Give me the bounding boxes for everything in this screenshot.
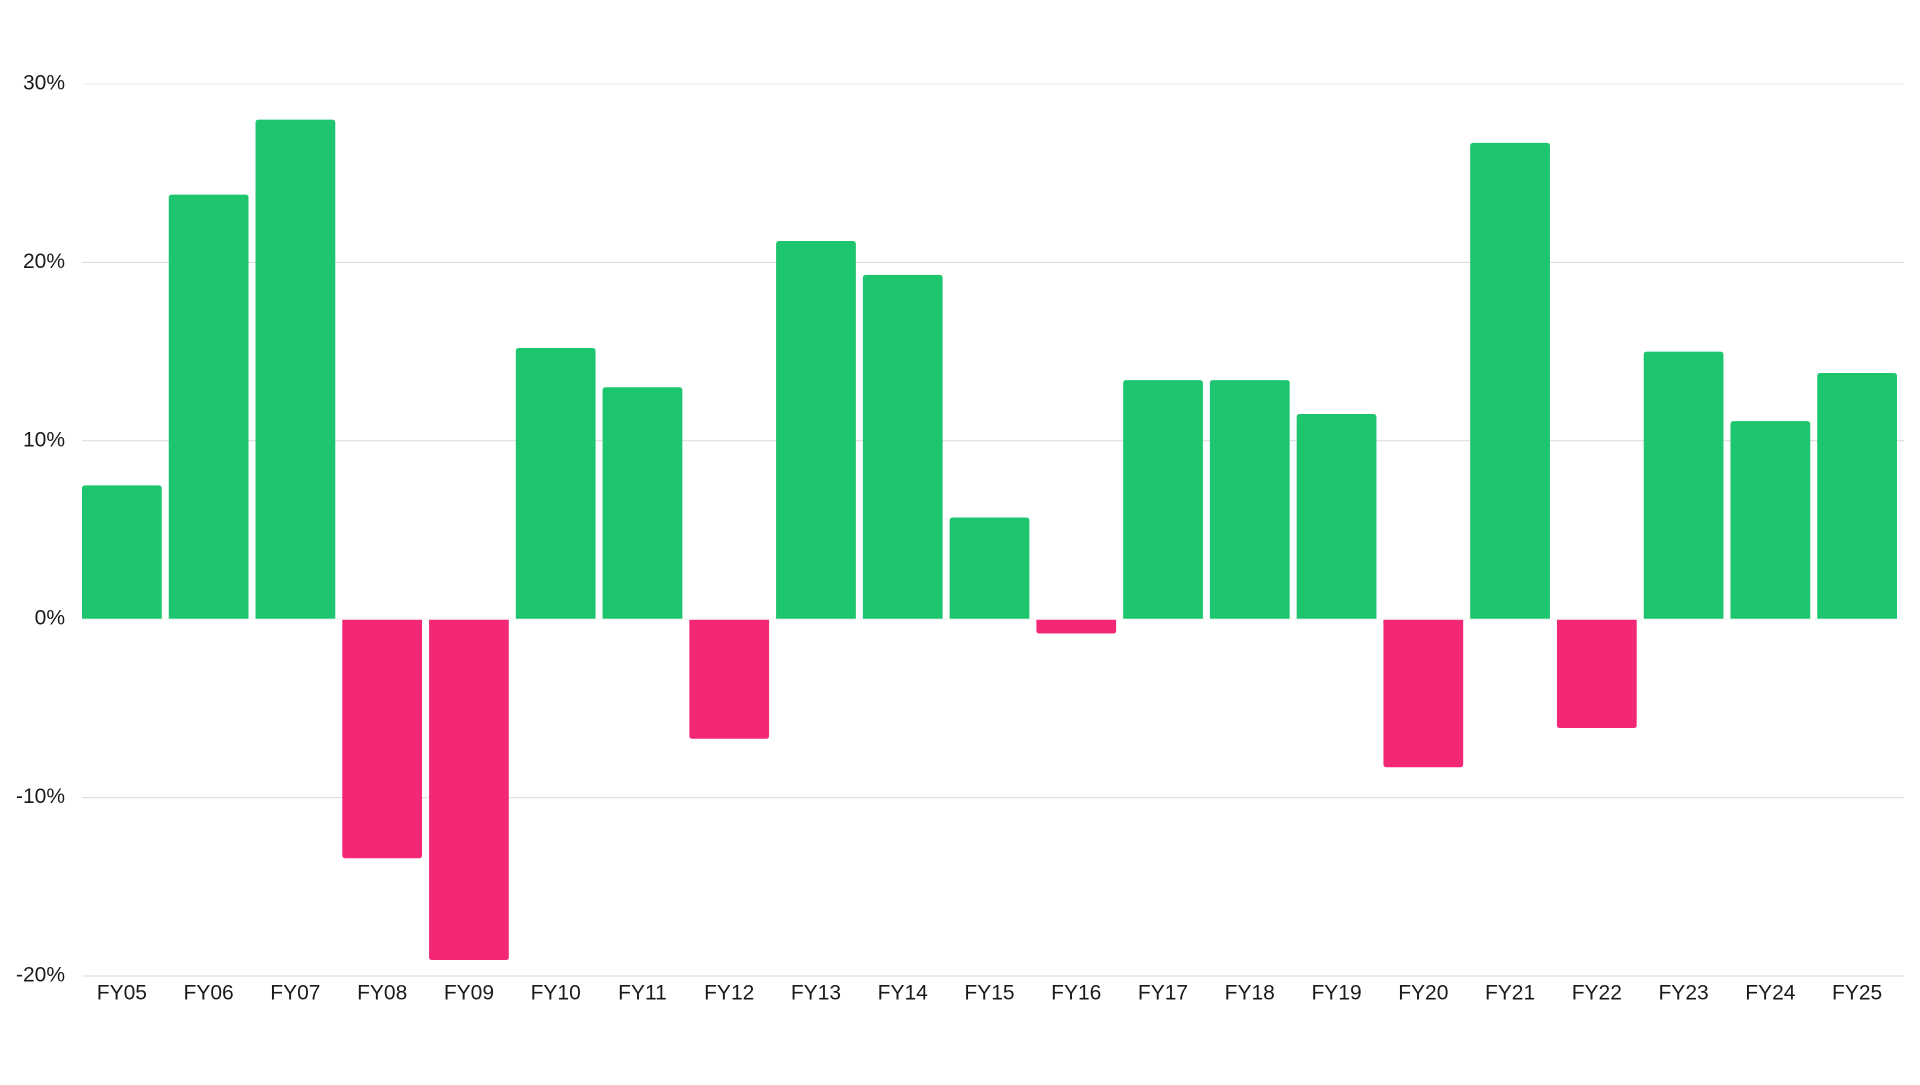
bar-fy14 [862, 274, 943, 620]
bar-fy11 [602, 387, 683, 620]
x-tick-label: FY23 [1658, 982, 1708, 1005]
x-tick-label: FY05 [97, 982, 147, 1005]
bar-fy25 [1817, 373, 1897, 620]
x-tick-label: FY18 [1225, 982, 1275, 1005]
x-tick-label: FY13 [791, 982, 841, 1005]
x-tick-label: FY22 [1572, 982, 1622, 1005]
bar-fy05 [82, 485, 162, 620]
x-tick-label: FY07 [270, 982, 320, 1005]
x-tick-label: FY12 [704, 982, 754, 1005]
x-tick-label: FY17 [1138, 982, 1188, 1005]
y-tick-label: 30% [23, 72, 65, 95]
x-tick-label: FY20 [1398, 982, 1448, 1005]
x-tick-label: FY09 [444, 982, 494, 1005]
y-axis: -20% -10% 0% 10% 20% 30% [16, 72, 65, 987]
x-tick-label: FY15 [964, 982, 1014, 1005]
x-axis: FY05 FY06 FY07 FY08 FY09 FY10 FY11 FY12 FY13 FY14… [97, 982, 1882, 1005]
bar-fy15 [949, 517, 1030, 620]
bar-fy08 [342, 619, 423, 859]
bar-fy24 [1730, 421, 1811, 620]
y-tick-label: 20% [23, 250, 65, 273]
x-tick-label: FY10 [531, 982, 581, 1005]
bar-fy12 [689, 619, 770, 739]
x-tick-label: FY24 [1745, 982, 1796, 1005]
bar-fy06 [168, 194, 249, 620]
bar-fy16 [1036, 619, 1117, 634]
x-tick-label: FY06 [184, 982, 234, 1005]
x-tick-label: FY21 [1485, 982, 1535, 1005]
x-tick-label: FY16 [1051, 982, 1101, 1005]
bar-fy19 [1296, 414, 1377, 620]
x-tick-label: FY14 [878, 982, 929, 1005]
x-tick-label: FY25 [1832, 982, 1882, 1005]
bar-fy18 [1209, 380, 1290, 620]
bar-fy23 [1643, 351, 1724, 620]
x-tick-label: FY11 [618, 982, 667, 1005]
bar-fy20 [1383, 619, 1464, 768]
bar-fy09 [429, 619, 509, 960]
bar-fy22 [1556, 619, 1637, 729]
x-tick-label: FY19 [1311, 982, 1361, 1005]
y-tick-label: -10% [16, 785, 65, 808]
y-tick-label: -20% [16, 964, 65, 987]
bar-fy10 [515, 348, 596, 620]
bar-fy17 [1123, 380, 1203, 620]
y-tick-label: 10% [23, 428, 65, 451]
bar-fy07 [255, 119, 336, 620]
y-tick-label: 0% [35, 607, 65, 630]
x-tick-label: FY08 [357, 982, 407, 1005]
bar-fy13 [776, 240, 856, 620]
bar-fy21 [1470, 142, 1550, 620]
bars [82, 119, 1904, 960]
